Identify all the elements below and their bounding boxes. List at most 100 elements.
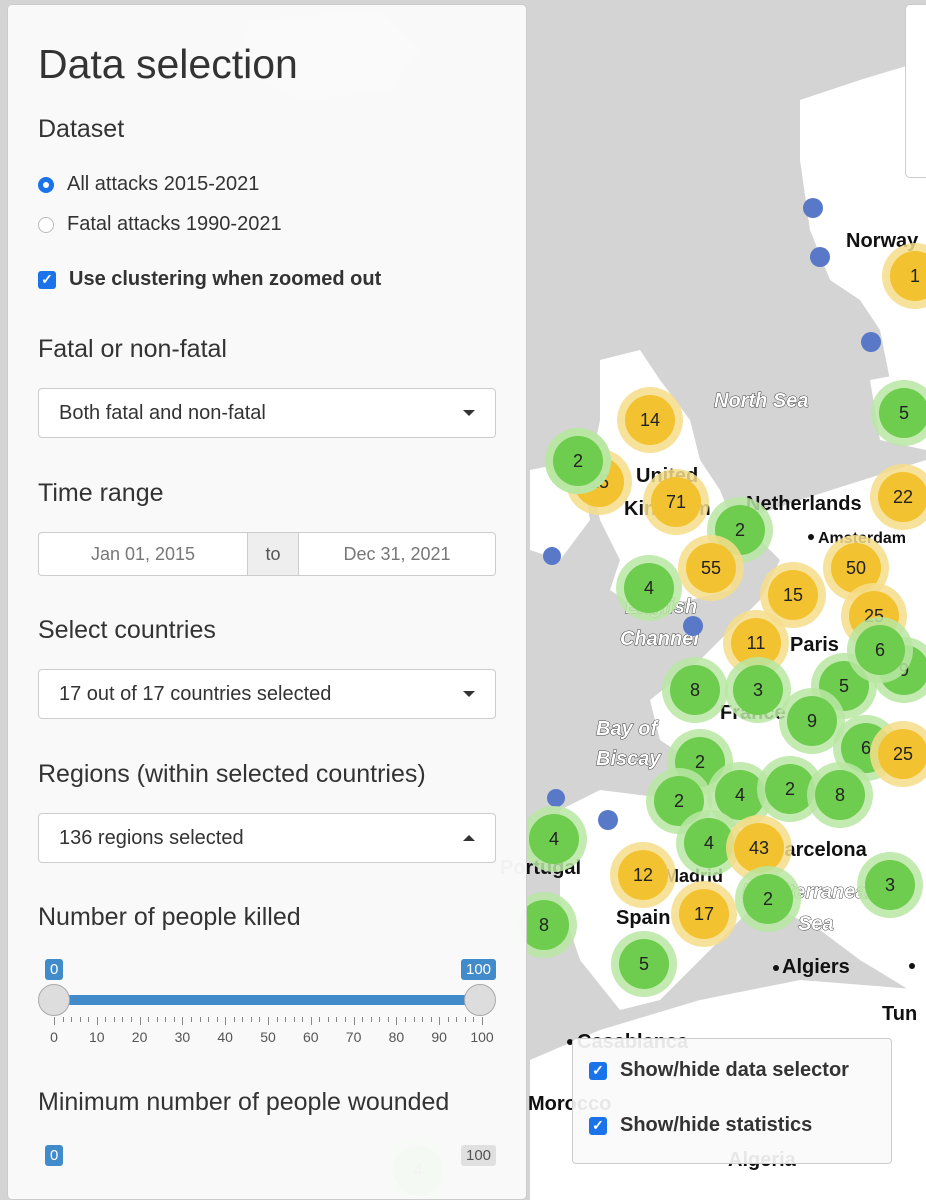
cluster-marker[interactable]: 9 <box>779 688 845 754</box>
label-bay-of: Bay of <box>596 718 659 740</box>
date-end-input[interactable]: Dec 31, 2021 <box>343 543 451 564</box>
cluster-marker[interactable]: 8 <box>807 762 873 828</box>
toggle-data-selector[interactable]: ✓ Show/hide data selector <box>589 1059 849 1082</box>
dataset-label: Dataset <box>38 115 125 143</box>
point-marker[interactable] <box>861 332 881 352</box>
slider-tick <box>54 1017 55 1025</box>
cluster-count: 2 <box>763 889 773 909</box>
cluster-marker[interactable]: 14 <box>617 387 683 453</box>
slider-tick <box>387 1017 389 1022</box>
cluster-count: 71 <box>666 492 686 512</box>
cluster-count: 1 <box>910 266 920 286</box>
statistics-panel-edge[interactable] <box>905 4 926 178</box>
point-marker[interactable] <box>547 789 565 807</box>
fatal-select[interactable]: Both fatal and non-fatal <box>38 388 496 438</box>
slider-tick <box>268 1017 269 1025</box>
slider-tick <box>79 1017 81 1022</box>
slider-tick <box>242 1017 244 1022</box>
slider-tick <box>396 1017 398 1025</box>
cluster-marker[interactable]: 4 <box>676 810 742 876</box>
cluster-marker[interactable]: 8 <box>511 892 577 958</box>
cluster-marker[interactable]: 3 <box>857 852 923 918</box>
radio-unselected-icon[interactable] <box>38 216 54 233</box>
radio-all-attacks[interactable]: All attacks 2015-2021 <box>38 173 259 196</box>
slider-tick-label: 40 <box>217 1029 233 1045</box>
point-markers[interactable] <box>543 198 881 830</box>
toggle-statistics[interactable]: ✓ Show/hide statistics <box>589 1114 812 1137</box>
label-spain: Spain <box>616 907 670 929</box>
slider-tick <box>482 1017 483 1025</box>
point-marker[interactable] <box>683 616 703 636</box>
cluster-count: 2 <box>735 520 745 540</box>
cluster-marker[interactable]: 4 <box>707 762 773 828</box>
cluster-count: 8 <box>690 680 700 700</box>
slider-tick <box>96 1017 98 1025</box>
slider-tick <box>88 1017 90 1022</box>
cluster-marker[interactable]: 3 <box>725 657 791 723</box>
slider-tick <box>370 1017 372 1022</box>
label-algiers: Algiers <box>782 956 850 978</box>
slider-tick-label: 70 <box>345 1029 362 1045</box>
cluster-marker[interactable]: 11 <box>723 610 789 676</box>
killed-slider-track[interactable] <box>54 995 482 1005</box>
point-marker[interactable] <box>543 547 561 565</box>
killed-slider-min-handle[interactable] <box>38 984 70 1016</box>
countries-select[interactable]: 17 out of 17 countries selected <box>38 669 496 719</box>
slider-tick <box>336 1017 338 1022</box>
point-marker[interactable] <box>598 810 618 830</box>
radio-selected-icon[interactable] <box>38 176 54 193</box>
slider-tick <box>62 1017 64 1022</box>
checkbox-checked-icon[interactable]: ✓ <box>38 270 56 289</box>
killed-slider-max-handle[interactable] <box>464 984 496 1016</box>
cluster-count: 50 <box>846 558 866 578</box>
cluster-markers[interactable]: 1415712245515502522511183599625224284443… <box>385 243 926 1200</box>
killed-max-tag: 100 <box>461 959 497 980</box>
countries-select-value: 17 out of 17 countries selected <box>59 682 332 705</box>
checkbox-checked-icon[interactable]: ✓ <box>589 1061 607 1080</box>
cluster-count: 4 <box>644 578 654 598</box>
cluster-marker[interactable]: 2 <box>757 756 823 822</box>
cluster-marker[interactable]: 43 <box>726 815 792 881</box>
cluster-count: 2 <box>573 451 583 471</box>
cluster-marker[interactable]: 25 <box>870 721 926 787</box>
radio-fatal-attacks-label: Fatal attacks 1990-2021 <box>67 213 282 235</box>
point-marker[interactable] <box>810 247 830 267</box>
slider-tick <box>464 1017 466 1022</box>
cluster-marker[interactable]: 8 <box>662 657 728 723</box>
cluster-marker[interactable]: 2 <box>735 866 801 932</box>
cluster-marker[interactable]: 12 <box>610 842 676 908</box>
slider-tick <box>71 1017 73 1022</box>
regions-select[interactable]: 136 regions selected <box>38 813 496 863</box>
cluster-marker[interactable]: 4 <box>521 806 587 872</box>
chevron-up-icon <box>463 835 475 841</box>
slider-tick-label: 60 <box>303 1029 319 1045</box>
cluster-count: 25 <box>893 744 913 764</box>
slider-tick <box>105 1017 107 1022</box>
radio-fatal-attacks[interactable]: Fatal attacks 1990-2021 <box>38 213 282 236</box>
cluster-count: 6 <box>875 640 885 660</box>
cluster-count: 55 <box>701 558 721 578</box>
slider-tick-label: 100 <box>470 1029 494 1045</box>
clustering-checkbox[interactable]: ✓ Use clustering when zoomed out <box>38 268 381 291</box>
label-paris: Paris <box>790 634 839 656</box>
cluster-marker[interactable]: 2 <box>545 428 611 494</box>
cluster-marker[interactable]: 15 <box>760 562 826 628</box>
cluster-marker[interactable]: 22 <box>870 464 926 530</box>
slider-tick <box>225 1017 227 1025</box>
cluster-marker[interactable]: 17 <box>671 881 737 947</box>
regions-label: Regions (within selected countries) <box>38 760 426 788</box>
cluster-marker[interactable]: 5 <box>611 931 677 997</box>
cluster-marker[interactable]: 4 <box>616 555 682 621</box>
slider-tick <box>319 1017 321 1022</box>
point-marker[interactable] <box>803 198 823 218</box>
chevron-down-icon <box>463 691 475 697</box>
cluster-marker[interactable]: 71 <box>643 469 709 535</box>
cluster-marker[interactable]: 6 <box>847 617 913 683</box>
checkbox-checked-icon[interactable]: ✓ <box>589 1116 607 1135</box>
cluster-marker[interactable]: 5 <box>871 380 926 446</box>
cluster-marker[interactable]: 1 <box>882 243 926 309</box>
date-start-input[interactable]: Jan 01, 2015 <box>90 543 196 564</box>
cluster-count: 3 <box>753 680 763 700</box>
cluster-marker[interactable]: 55 <box>678 535 744 601</box>
slider-tick <box>302 1017 304 1022</box>
